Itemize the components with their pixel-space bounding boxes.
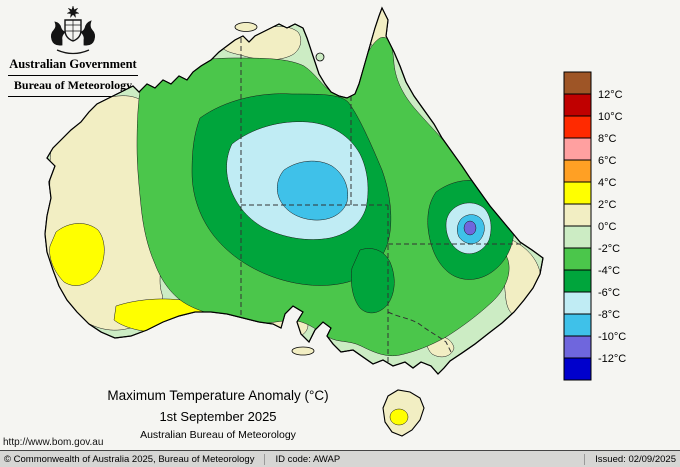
legend-swatch-n10-n8 (563, 313, 592, 337)
island-melville (234, 22, 258, 32)
island-groote (315, 52, 325, 62)
commonwealth-star-icon (66, 5, 80, 19)
legend-label: 6°C (598, 155, 617, 167)
legend-label: 12°C (598, 89, 623, 101)
bureau-title: Bureau of Meteorology (13, 78, 133, 92)
legend-label: 8°C (598, 133, 617, 145)
footer-separator (584, 453, 586, 465)
legend-swatch-n12-down (563, 357, 592, 381)
legend-label: -10°C (598, 331, 626, 343)
legend-label: -6°C (598, 287, 620, 299)
logo-divider-top (8, 75, 138, 76)
coat-of-arms-icon (50, 5, 96, 55)
legend-swatch-n12-n10 (563, 335, 592, 359)
status-bar: © Commonwealth of Australia 2025, Bureau… (0, 450, 680, 467)
temperature-scale-legend: 12°C 10°C 8°C 6°C 4°C 2°C 0°C -2°C -4°C … (563, 71, 626, 381)
legend-swatch-6-8 (563, 137, 592, 161)
legend-swatch-n8-n6 (563, 291, 592, 315)
bom-website-url: http://www.bom.gov.au (3, 437, 104, 448)
legend-label: 0°C (598, 221, 617, 233)
legend-label: -2°C (598, 243, 620, 255)
shield-quarters (65, 20, 81, 41)
logo-divider-bottom (8, 96, 138, 97)
map-caption: Maximum Temperature Anomaly (°C) 1st Sep… (38, 388, 398, 441)
island-kangaroo (291, 346, 315, 356)
issued-date-text: Issued: 02/09/2025 (595, 453, 676, 465)
legend-swatch-4-6 (563, 159, 592, 183)
border-nsw-vic (387, 311, 453, 355)
legend-label: -8°C (598, 309, 620, 321)
emu-icon (80, 20, 96, 46)
footer-separator (264, 453, 266, 465)
copyright-text: © Commonwealth of Australia 2025, Bureau… (4, 453, 255, 465)
anomaly-region-yellow-westcoast (49, 223, 105, 286)
map-date: 1st September 2025 (159, 409, 277, 424)
anomaly-region-yellow-tas (389, 408, 409, 426)
legend-swatch-n2-0 (563, 225, 592, 249)
legend-swatch-10-12 (563, 93, 592, 117)
legend-labels: 12°C 10°C 8°C 6°C 4°C 2°C 0°C -2°C -4°C … (598, 89, 626, 365)
legend-label: 2°C (598, 199, 617, 211)
legend-swatch-8-10 (563, 115, 592, 139)
anomaly-region-blueviolet-qld (463, 220, 477, 236)
map-attribution: Australian Bureau of Meteorology (140, 429, 296, 441)
id-code-text: ID code: AWAP (275, 453, 341, 465)
legend-label: -12°C (598, 353, 626, 365)
legend-swatch-12-up (563, 71, 592, 95)
legend-label: 4°C (598, 177, 617, 189)
state-borders (240, 30, 538, 364)
kangaroo-icon (50, 21, 66, 46)
government-logo: Australian Government Bureau of Meteorol… (8, 4, 138, 97)
scroll-banner (56, 49, 90, 55)
australia-anomaly-map (44, 7, 544, 437)
legend-label: 10°C (598, 111, 623, 123)
government-title: Australian Government (9, 57, 137, 71)
map-title: Maximum Temperature Anomaly (°C) (107, 388, 329, 403)
legend-swatch-0-2 (563, 203, 592, 227)
legend-swatch-n6-n4 (563, 269, 592, 293)
legend-label: -4°C (598, 265, 620, 277)
legend-swatch-n4-n2 (563, 247, 592, 271)
legend-swatch-2-4 (563, 181, 592, 205)
